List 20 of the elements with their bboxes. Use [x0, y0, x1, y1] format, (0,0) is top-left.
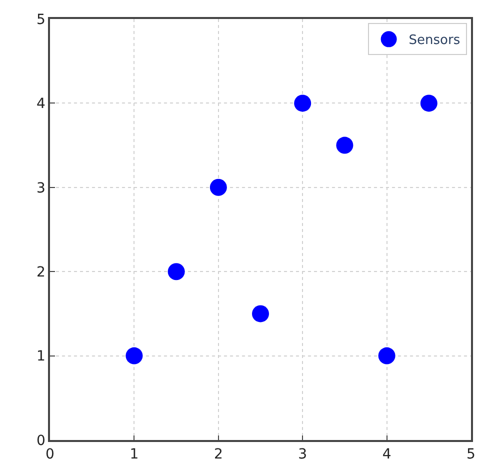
- y-tick-label: 0: [36, 432, 46, 449]
- y-tick-label: 3: [36, 180, 46, 196]
- y-tick-label: 4: [36, 96, 46, 112]
- x-tick-label: 3: [298, 446, 308, 463]
- x-tick-label: 1: [130, 446, 139, 463]
- point: [126, 347, 143, 364]
- y-tick-label: 5: [36, 12, 46, 28]
- point: [168, 263, 185, 280]
- legend-label: Sensors: [408, 33, 460, 48]
- y-tick-label: 2: [36, 264, 46, 280]
- x-tick-label: 4: [382, 446, 392, 463]
- x-tick-label: 5: [466, 446, 476, 463]
- point: [252, 305, 269, 322]
- point: [378, 347, 396, 364]
- point: [420, 94, 438, 112]
- y-tick-label: 1: [36, 348, 46, 365]
- point: [336, 136, 354, 154]
- point: [210, 178, 227, 196]
- point: [294, 94, 312, 112]
- x-tick-label: 2: [214, 446, 223, 463]
